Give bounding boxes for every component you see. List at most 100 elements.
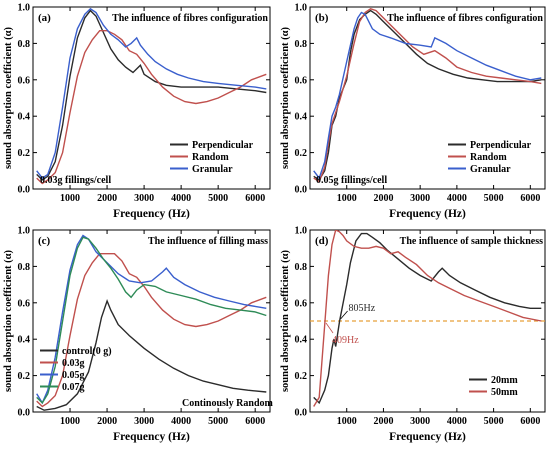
x-tick-label: 2000 <box>373 416 393 427</box>
y-tick-label: 0.6 <box>18 298 31 309</box>
y-tick-label: 0.8 <box>295 262 308 273</box>
panel-title: The influence of filling mass <box>148 236 268 247</box>
x-tick-label: 4000 <box>447 193 467 204</box>
x-axis-label: Frequency (Hz) <box>113 208 190 220</box>
y-tick-label: 0.2 <box>18 371 31 382</box>
y-tick-label: 0.0 <box>295 185 308 196</box>
y-axis-label: sound absorption coefficient (α) <box>3 26 14 169</box>
y-tick-label: 0.4 <box>295 112 308 123</box>
y-tick-label: 0.8 <box>18 262 31 273</box>
y-tick-label: 0.0 <box>18 408 31 419</box>
series-line-control-0-g- <box>36 299 267 411</box>
panel-annotation: 0.05g fillings/cell <box>316 175 387 186</box>
panel-annotation: 0.03g fillings/cell <box>40 175 111 186</box>
x-tick-label: 1000 <box>337 193 357 204</box>
y-tick-label: 0.8 <box>295 39 308 50</box>
annotation-leader <box>325 322 334 334</box>
panel-annotation: Continously Random <box>182 398 274 409</box>
y-axis-label: sound absorption coefficient (α) <box>280 26 291 169</box>
x-tick-label: 1000 <box>337 416 357 427</box>
series-line-random <box>36 30 267 185</box>
panel-title: The influence of fibres configuration <box>387 13 543 24</box>
y-axis-label: sound absorption coefficient (α) <box>280 249 291 392</box>
legend-label: 0.03g <box>62 358 85 369</box>
x-axis-label: Frequency (Hz) <box>389 431 466 443</box>
x-tick-label: 1000 <box>60 416 80 427</box>
legend-label: 50mm <box>491 387 518 398</box>
legend-label: control(0 g) <box>62 346 112 357</box>
x-tick-label: 4000 <box>171 193 191 204</box>
x-tick-label: 5000 <box>208 193 228 204</box>
series-line-50mm <box>313 230 542 407</box>
x-tick-label: 6000 <box>245 193 265 204</box>
y-tick-label: 0.6 <box>295 75 308 86</box>
legend-label: 20mm <box>491 375 518 386</box>
y-tick-label: 0.2 <box>295 371 308 382</box>
x-tick-label: 6000 <box>520 193 540 204</box>
x-tick-label: 1000 <box>60 193 80 204</box>
panel-label: (a) <box>38 12 51 24</box>
annotation-label: 805Hz <box>349 303 376 314</box>
legend-label: 0.05g <box>62 370 85 381</box>
panel-title: The influence of sample thickness <box>400 236 543 247</box>
chart-panel-1: 1000 2000 3000 4000 5000 6000 0.0 0.2 0.4 0.6 0.8 1… <box>3 3 271 220</box>
y-axis-label: sound absorption coefficient (α) <box>3 249 14 392</box>
x-tick-label: 2000 <box>97 193 117 204</box>
y-tick-label: 0.6 <box>18 75 31 86</box>
y-tick-label: 0.0 <box>18 185 31 196</box>
legend-label: 0.07g <box>62 382 85 393</box>
panel-label: (d) <box>315 235 329 247</box>
x-axis-label: Frequency (Hz) <box>113 431 190 443</box>
y-tick-label: 0.4 <box>18 335 31 346</box>
series-line-0-03g <box>36 253 267 408</box>
series-line-perpendicular <box>313 9 542 181</box>
y-tick-label: 0.0 <box>295 408 308 419</box>
y-tick-label: 0.2 <box>295 148 308 159</box>
y-tick-label: 1.0 <box>18 226 31 237</box>
x-tick-label: 4000 <box>447 416 467 427</box>
plot-frame <box>32 229 271 413</box>
series-line-granular <box>36 7 267 180</box>
panel-label: (c) <box>38 235 51 247</box>
x-tick-label: 5000 <box>208 416 228 427</box>
x-tick-label: 6000 <box>520 416 540 427</box>
x-tick-label: 5000 <box>484 193 504 204</box>
x-tick-label: 3000 <box>410 416 430 427</box>
series-line-perpendicular <box>36 9 267 181</box>
annotation-label: 409Hz <box>332 335 359 346</box>
panel-title: The influence of fibres configuration <box>112 13 268 24</box>
legend-label: Granular <box>470 164 511 175</box>
y-tick-label: 1.0 <box>295 3 308 14</box>
legend-label: Perpendicular <box>470 140 532 151</box>
y-tick-label: 0.2 <box>18 148 31 159</box>
series-line-0-07g <box>36 236 267 405</box>
y-tick-label: 0.6 <box>295 298 308 309</box>
y-tick-label: 0.8 <box>18 39 31 50</box>
x-tick-label: 3000 <box>134 416 154 427</box>
chart-panel-2: 1000 2000 3000 4000 5000 6000 0.0 0.2 0.4 0.6 0.8 1… <box>280 3 546 220</box>
x-tick-label: 5000 <box>484 416 504 427</box>
y-tick-label: 0.4 <box>295 335 308 346</box>
y-tick-label: 1.0 <box>295 226 308 237</box>
series-line-random <box>313 8 542 183</box>
chart-panel-3: 1000 2000 3000 4000 5000 6000 0.0 0.2 0.4 0.6 0.8 1… <box>3 226 274 444</box>
legend-label: Granular <box>192 164 233 175</box>
annotation-leader <box>340 310 348 320</box>
legend-label: Random <box>192 152 229 163</box>
x-tick-label: 2000 <box>373 193 393 204</box>
x-axis-label: Frequency (Hz) <box>389 208 466 220</box>
x-tick-label: 2000 <box>97 416 117 427</box>
legend-label: Perpendicular <box>192 140 254 151</box>
series-line-granular <box>313 11 542 180</box>
series-line-20mm <box>313 232 542 405</box>
panel-label: (b) <box>315 12 329 24</box>
x-tick-label: 6000 <box>245 416 265 427</box>
y-tick-label: 0.4 <box>18 112 31 123</box>
plot-frame <box>32 6 271 190</box>
y-tick-label: 1.0 <box>18 3 31 14</box>
chart-panel-4: 1000 2000 3000 4000 5000 6000 0.0 0.2 0.4 0.6 0.8 1… <box>280 226 546 443</box>
legend-label: Random <box>470 152 507 163</box>
x-tick-label: 4000 <box>171 416 191 427</box>
x-tick-label: 3000 <box>410 193 430 204</box>
